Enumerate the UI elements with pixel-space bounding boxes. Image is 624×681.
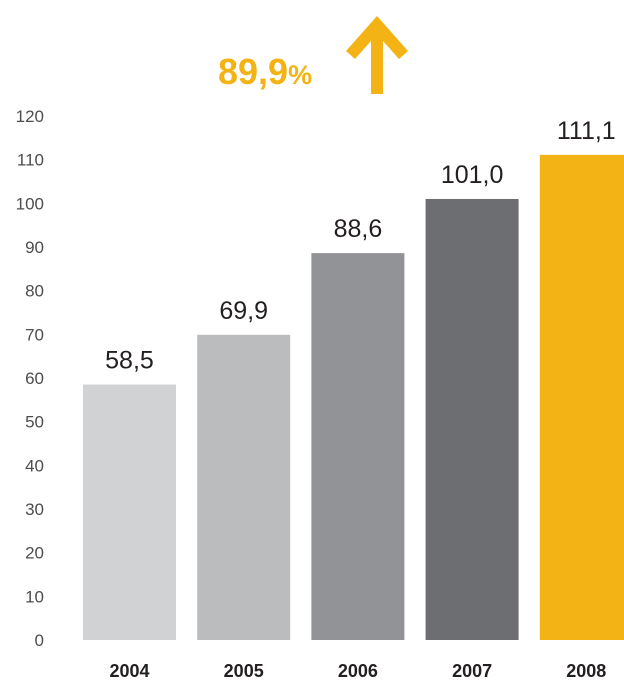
bars [83, 154, 624, 640]
x-tick-label-2005: 2005 [224, 661, 264, 681]
y-tick-label: 80 [25, 282, 44, 301]
value-label-2004: 58,5 [105, 347, 154, 375]
value-labels: 58,5 69,9 88,6 101,0 111,1 [105, 117, 616, 375]
x-tick-label-2007: 2007 [452, 661, 492, 681]
y-tick-label: 60 [25, 369, 44, 388]
arrow-up-icon-shape [346, 16, 408, 94]
bar-2004 [83, 384, 176, 640]
y-tick-label: 70 [25, 325, 44, 344]
y-tick-label: 50 [25, 413, 44, 432]
bar-2007 [425, 198, 519, 640]
bar-2005 [197, 334, 291, 640]
value-label-2006: 88,6 [334, 215, 383, 243]
y-tick-label: 30 [25, 500, 44, 519]
y-tick-label: 90 [25, 238, 44, 257]
y-tick-label: 120 [16, 107, 44, 126]
y-tick-label: 100 [16, 194, 44, 213]
x-tick-label-2006: 2006 [338, 661, 378, 681]
y-tick-label: 110 [17, 151, 44, 170]
x-tick-label-2008: 2008 [566, 661, 606, 681]
y-tick-label: 0 [35, 631, 44, 650]
arrow-up-icon [346, 16, 408, 94]
y-tick-label: 20 [25, 544, 44, 563]
bar-2008 [539, 154, 624, 640]
growth-percentage: 89,9% [218, 54, 312, 90]
value-label-2008: 111,1 [557, 117, 616, 145]
y-axis: 0 10 20 30 40 50 60 70 80 90 100 110 120 [16, 107, 44, 650]
value-label-2007: 101,0 [441, 161, 504, 189]
value-label-2005: 69,9 [219, 297, 268, 325]
growth-value-number: 89,9 [218, 51, 289, 92]
growth-unit: % [288, 60, 313, 90]
x-axis: 2004 2005 2006 2007 2008 [109, 661, 606, 681]
x-tick-label-2004: 2004 [109, 661, 149, 681]
y-tick-label: 40 [25, 456, 44, 475]
bar-2006 [311, 253, 405, 640]
y-tick-label: 10 [25, 587, 44, 606]
